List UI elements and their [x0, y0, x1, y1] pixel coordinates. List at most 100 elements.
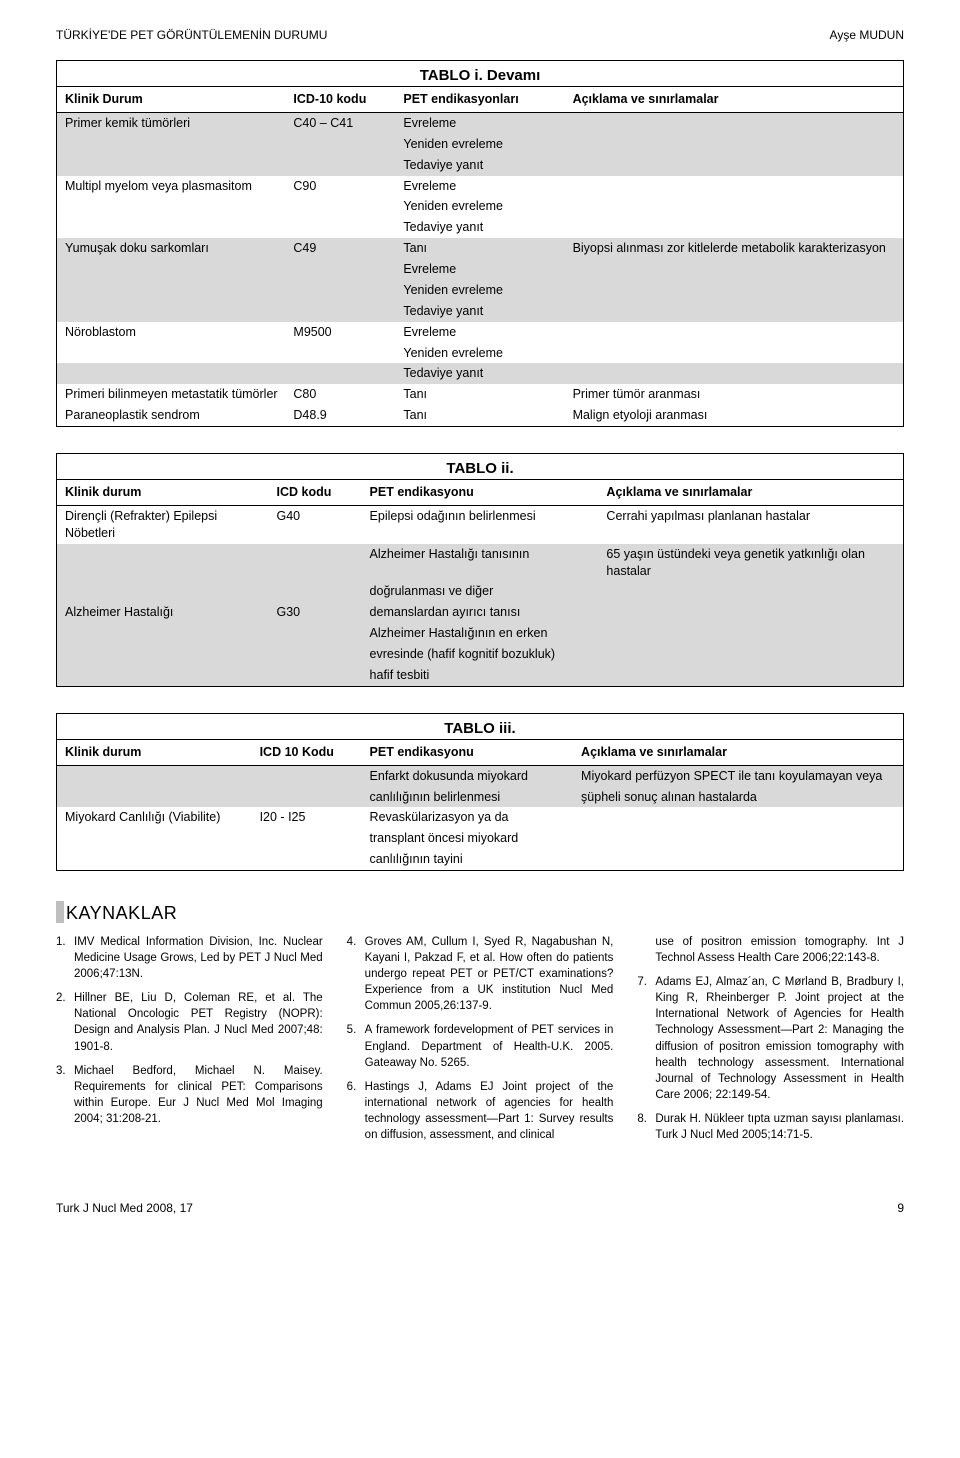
table-cell	[565, 343, 903, 364]
table-header-cell: ICD kodu	[269, 480, 362, 506]
table-cell: Miyokard Canlılığı (Viabilite)	[57, 807, 252, 828]
table-cell	[565, 322, 903, 343]
table-cell: doğrulanması ve diğer	[362, 581, 599, 602]
reference-number: 7.	[637, 974, 655, 1103]
table-3-container: TABLO iii. Klinik durumICD 10 KoduPET en…	[56, 713, 904, 871]
table-cell: hafif tesbiti	[362, 665, 599, 686]
table-row: Enfarkt dokusunda miyokardMiyokard perfü…	[57, 765, 903, 786]
table-cell	[269, 644, 362, 665]
reference-text: use of positron emission tomography. Int…	[655, 934, 904, 966]
table-cell: G30	[269, 602, 362, 623]
table-header-cell: Açıklama ve sınırlamalar	[598, 480, 903, 506]
table-header-cell: ICD-10 kodu	[285, 87, 395, 113]
running-header: TÜRKİYE'DE PET GÖRÜNTÜLEMENİN DURUMU Ayş…	[56, 28, 904, 42]
table-row: Tedaviye yanıt	[57, 155, 903, 176]
table-cell	[57, 581, 269, 602]
table-cell	[565, 155, 903, 176]
table-row: Paraneoplastik sendromD48.9TanıMalign et…	[57, 405, 903, 426]
table-cell	[57, 155, 285, 176]
table-row: canlılığının belirlenmesişüpheli sonuç a…	[57, 787, 903, 808]
table-cell	[565, 259, 903, 280]
table-header-cell: Klinik durum	[57, 480, 269, 506]
table-row: Yeniden evreleme	[57, 134, 903, 155]
table-cell	[57, 644, 269, 665]
table-row: Miyokard Canlılığı (Viabilite)I20 - I25R…	[57, 807, 903, 828]
table-cell: Yumuşak doku sarkomları	[57, 238, 285, 259]
table-row: Tedaviye yanıt	[57, 217, 903, 238]
table-header-cell: Açıklama ve sınırlamalar	[573, 739, 903, 765]
table-cell	[598, 665, 903, 686]
table-cell: Tanı	[395, 384, 564, 405]
table-cell: Tedaviye yanıt	[395, 301, 564, 322]
table-1-title: TABLO i. Devamı	[57, 61, 903, 86]
table-cell	[598, 602, 903, 623]
table-cell	[565, 134, 903, 155]
table-cell	[269, 544, 362, 582]
table-cell	[285, 301, 395, 322]
reference-number: 5.	[347, 1022, 365, 1070]
references-col-3: use of positron emission tomography. Int…	[637, 934, 904, 1151]
table-cell: canlılığının belirlenmesi	[362, 787, 574, 808]
table-row: Alzheimer Hastalığı tanısının65 yaşın üs…	[57, 544, 903, 582]
table-row: Primer kemik tümörleriC40 – C41Evreleme	[57, 112, 903, 133]
references-columns: 1.IMV Medical Information Division, Inc.…	[56, 934, 904, 1151]
table-cell	[573, 828, 903, 849]
table-cell: Tedaviye yanıt	[395, 363, 564, 384]
reference-text: Michael Bedford, Michael N. Maisey. Requ…	[74, 1063, 323, 1127]
reference-text: Hastings J, Adams EJ Joint project of th…	[365, 1079, 614, 1143]
table-cell: Nöroblastom	[57, 322, 285, 343]
table-cell	[57, 280, 285, 301]
table-cell: Dirençli (Refrakter) Epilepsi Nöbetleri	[57, 505, 269, 543]
table-cell: Evreleme	[395, 176, 564, 197]
table-row: Alzheimer Hastalığının en erken	[57, 623, 903, 644]
table-cell	[285, 343, 395, 364]
table-row: Yeniden evreleme	[57, 343, 903, 364]
table-cell: Tanı	[395, 238, 564, 259]
table-cell	[269, 623, 362, 644]
table-row: NöroblastomM9500Evreleme	[57, 322, 903, 343]
table-cell	[57, 544, 269, 582]
table-cell: Revaskülarizasyon ya da	[362, 807, 574, 828]
table-cell: C90	[285, 176, 395, 197]
table-cell: Cerrahi yapılması planlanan hastalar	[598, 505, 903, 543]
table-row: doğrulanması ve diğer	[57, 581, 903, 602]
table-cell: I20 - I25	[252, 807, 362, 828]
table-cell	[57, 259, 285, 280]
table-cell: Multipl myelom veya plasmasitom	[57, 176, 285, 197]
references-col-2: 4.Groves AM, Cullum I, Syed R, Nagabusha…	[347, 934, 614, 1151]
page-footer: Turk J Nucl Med 2008, 17 9	[56, 1201, 904, 1215]
reference-number: 6.	[347, 1079, 365, 1143]
table-cell: Primer tümör aranması	[565, 384, 903, 405]
table-3: Klinik durumICD 10 KoduPET endikasyonuAç…	[57, 739, 903, 870]
table-cell	[57, 787, 252, 808]
table-cell: demanslardan ayırıcı tanısı	[362, 602, 599, 623]
reference-item: 6.Hastings J, Adams EJ Joint project of …	[347, 1079, 614, 1143]
table-cell	[565, 363, 903, 384]
table-cell	[285, 155, 395, 176]
table-cell: Yeniden evreleme	[395, 196, 564, 217]
reference-number	[637, 934, 655, 966]
table-row: Dirençli (Refrakter) Epilepsi NöbetleriG…	[57, 505, 903, 543]
reference-text: Adams EJ, Almaz´an, C Mørland B, Bradbur…	[655, 974, 904, 1103]
table-cell	[285, 363, 395, 384]
references-col-1: 1.IMV Medical Information Division, Inc.…	[56, 934, 323, 1151]
table-cell: Paraneoplastik sendrom	[57, 405, 285, 426]
table-header-cell: ICD 10 Kodu	[252, 739, 362, 765]
reference-item: 3.Michael Bedford, Michael N. Maisey. Re…	[56, 1063, 323, 1127]
reference-item: 5.A framework fordevelopment of PET serv…	[347, 1022, 614, 1070]
table-1: Klinik DurumICD-10 koduPET endikasyonlar…	[57, 86, 903, 426]
table-cell: Yeniden evreleme	[395, 134, 564, 155]
table-cell: Primeri bilinmeyen metastatik tümörler	[57, 384, 285, 405]
table-cell: Alzheimer Hastalığı tanısının	[362, 544, 599, 582]
table-cell: Malign etyoloji aranması	[565, 405, 903, 426]
table-cell: C80	[285, 384, 395, 405]
table-cell	[57, 765, 252, 786]
table-cell: Tedaviye yanıt	[395, 155, 564, 176]
table-row: Yeniden evreleme	[57, 196, 903, 217]
heading-accent-bar	[56, 901, 64, 923]
table-cell: Evreleme	[395, 112, 564, 133]
table-cell	[57, 623, 269, 644]
table-cell	[57, 363, 285, 384]
table-cell: D48.9	[285, 405, 395, 426]
table-cell: G40	[269, 505, 362, 543]
